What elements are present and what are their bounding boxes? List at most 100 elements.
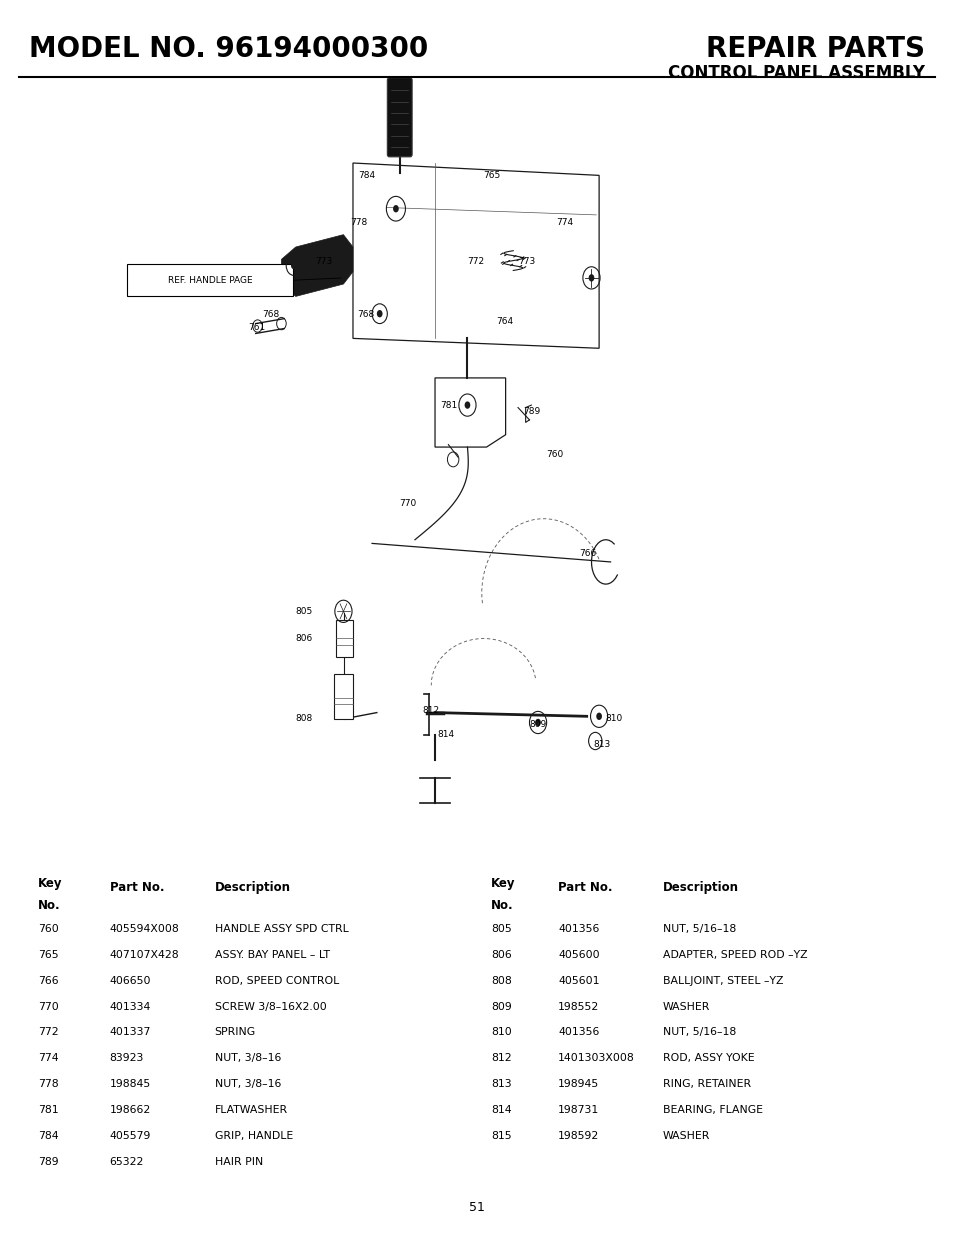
Circle shape bbox=[464, 401, 470, 409]
Text: 198845: 198845 bbox=[110, 1079, 151, 1089]
Text: 784: 784 bbox=[38, 1131, 59, 1141]
Text: REPAIR PARTS: REPAIR PARTS bbox=[705, 35, 924, 63]
Text: 51: 51 bbox=[469, 1202, 484, 1214]
Text: 770: 770 bbox=[38, 1002, 59, 1011]
Text: 813: 813 bbox=[593, 740, 610, 750]
Text: Part No.: Part No. bbox=[558, 882, 612, 894]
Text: SCREW 3/8–16X2.00: SCREW 3/8–16X2.00 bbox=[214, 1002, 326, 1011]
Text: 789: 789 bbox=[522, 406, 539, 416]
FancyBboxPatch shape bbox=[387, 78, 412, 157]
Text: NUT, 3/8–16: NUT, 3/8–16 bbox=[214, 1079, 281, 1089]
Text: 773: 773 bbox=[517, 257, 535, 267]
Text: 768: 768 bbox=[262, 310, 279, 320]
Text: 760: 760 bbox=[546, 450, 563, 459]
Text: 401334: 401334 bbox=[110, 1002, 151, 1011]
Text: 813: 813 bbox=[491, 1079, 512, 1089]
Text: 772: 772 bbox=[467, 257, 484, 267]
Text: ROD, SPEED CONTROL: ROD, SPEED CONTROL bbox=[214, 976, 338, 986]
Text: 778: 778 bbox=[38, 1079, 59, 1089]
Text: 814: 814 bbox=[436, 730, 454, 740]
Text: 808: 808 bbox=[295, 714, 313, 724]
Text: 806: 806 bbox=[491, 950, 512, 960]
Text: 198662: 198662 bbox=[110, 1105, 151, 1115]
Text: Key: Key bbox=[38, 877, 63, 890]
Text: 808: 808 bbox=[491, 976, 512, 986]
Circle shape bbox=[596, 713, 601, 720]
Text: 789: 789 bbox=[38, 1157, 59, 1167]
Text: Key: Key bbox=[491, 877, 516, 890]
Text: 805: 805 bbox=[491, 924, 512, 934]
Circle shape bbox=[291, 262, 296, 269]
Text: 198592: 198592 bbox=[558, 1131, 598, 1141]
Text: 766: 766 bbox=[38, 976, 59, 986]
Text: NUT, 3/8–16: NUT, 3/8–16 bbox=[214, 1053, 281, 1063]
Text: 760: 760 bbox=[38, 924, 59, 934]
Text: 770: 770 bbox=[398, 499, 416, 509]
Circle shape bbox=[393, 205, 398, 212]
Text: Part No.: Part No. bbox=[110, 882, 164, 894]
Text: 198552: 198552 bbox=[558, 1002, 598, 1011]
Text: 773: 773 bbox=[314, 257, 332, 267]
Text: 781: 781 bbox=[440, 400, 457, 410]
Text: ADAPTER, SPEED ROD –YZ: ADAPTER, SPEED ROD –YZ bbox=[662, 950, 807, 960]
Text: 774: 774 bbox=[556, 217, 573, 227]
Text: BEARING, FLANGE: BEARING, FLANGE bbox=[662, 1105, 762, 1115]
Text: 405600: 405600 bbox=[558, 950, 599, 960]
Bar bbox=[334, 674, 353, 719]
Text: 1401303X008: 1401303X008 bbox=[558, 1053, 634, 1063]
Text: 772: 772 bbox=[38, 1028, 59, 1037]
Text: WASHER: WASHER bbox=[662, 1131, 710, 1141]
Text: Description: Description bbox=[214, 882, 291, 894]
Text: BALLJOINT, STEEL –YZ: BALLJOINT, STEEL –YZ bbox=[662, 976, 782, 986]
Text: 809: 809 bbox=[529, 720, 546, 730]
Polygon shape bbox=[281, 235, 353, 296]
Text: NUT, 5/16–18: NUT, 5/16–18 bbox=[662, 924, 736, 934]
Text: 815: 815 bbox=[491, 1131, 512, 1141]
Text: 65322: 65322 bbox=[110, 1157, 144, 1167]
Text: 781: 781 bbox=[38, 1105, 59, 1115]
Text: 198945: 198945 bbox=[558, 1079, 598, 1089]
Circle shape bbox=[588, 274, 594, 282]
Text: 774: 774 bbox=[38, 1053, 59, 1063]
Text: 812: 812 bbox=[491, 1053, 512, 1063]
Circle shape bbox=[535, 719, 540, 726]
Text: 809: 809 bbox=[491, 1002, 512, 1011]
Text: MODEL NO. 96194000300: MODEL NO. 96194000300 bbox=[29, 35, 428, 63]
Text: 405594X008: 405594X008 bbox=[110, 924, 179, 934]
Text: 83923: 83923 bbox=[110, 1053, 144, 1063]
Text: 765: 765 bbox=[38, 950, 59, 960]
Text: No.: No. bbox=[491, 899, 514, 913]
Text: NUT, 5/16–18: NUT, 5/16–18 bbox=[662, 1028, 736, 1037]
Text: 814: 814 bbox=[491, 1105, 512, 1115]
Text: 810: 810 bbox=[605, 714, 622, 724]
Text: FLATWASHER: FLATWASHER bbox=[214, 1105, 288, 1115]
Text: ASSY. BAY PANEL – LT: ASSY. BAY PANEL – LT bbox=[214, 950, 330, 960]
Text: 768: 768 bbox=[357, 310, 375, 320]
Circle shape bbox=[376, 310, 382, 317]
Text: 198731: 198731 bbox=[558, 1105, 598, 1115]
Text: 765: 765 bbox=[483, 170, 500, 180]
Text: HANDLE ASSY SPD CTRL: HANDLE ASSY SPD CTRL bbox=[214, 924, 348, 934]
Text: CONTROL PANEL ASSEMBLY: CONTROL PANEL ASSEMBLY bbox=[668, 64, 924, 83]
Text: 806: 806 bbox=[295, 634, 313, 643]
Text: 401356: 401356 bbox=[558, 924, 598, 934]
Text: 812: 812 bbox=[422, 705, 439, 715]
Text: 406650: 406650 bbox=[110, 976, 152, 986]
Text: 407107X428: 407107X428 bbox=[110, 950, 179, 960]
Text: REF. HANDLE PAGE: REF. HANDLE PAGE bbox=[168, 275, 252, 285]
Text: 405601: 405601 bbox=[558, 976, 599, 986]
Text: WASHER: WASHER bbox=[662, 1002, 710, 1011]
Text: 784: 784 bbox=[357, 170, 375, 180]
Bar bbox=[335, 620, 353, 657]
Text: No.: No. bbox=[38, 899, 61, 913]
Text: ROD, ASSY YOKE: ROD, ASSY YOKE bbox=[662, 1053, 754, 1063]
Text: 401356: 401356 bbox=[558, 1028, 598, 1037]
FancyBboxPatch shape bbox=[127, 264, 293, 296]
Text: 764: 764 bbox=[496, 316, 513, 326]
Text: 761: 761 bbox=[248, 322, 265, 332]
Text: HAIR PIN: HAIR PIN bbox=[214, 1157, 263, 1167]
Text: Description: Description bbox=[662, 882, 739, 894]
Text: 766: 766 bbox=[578, 548, 596, 558]
Text: 401337: 401337 bbox=[110, 1028, 151, 1037]
Text: 810: 810 bbox=[491, 1028, 512, 1037]
